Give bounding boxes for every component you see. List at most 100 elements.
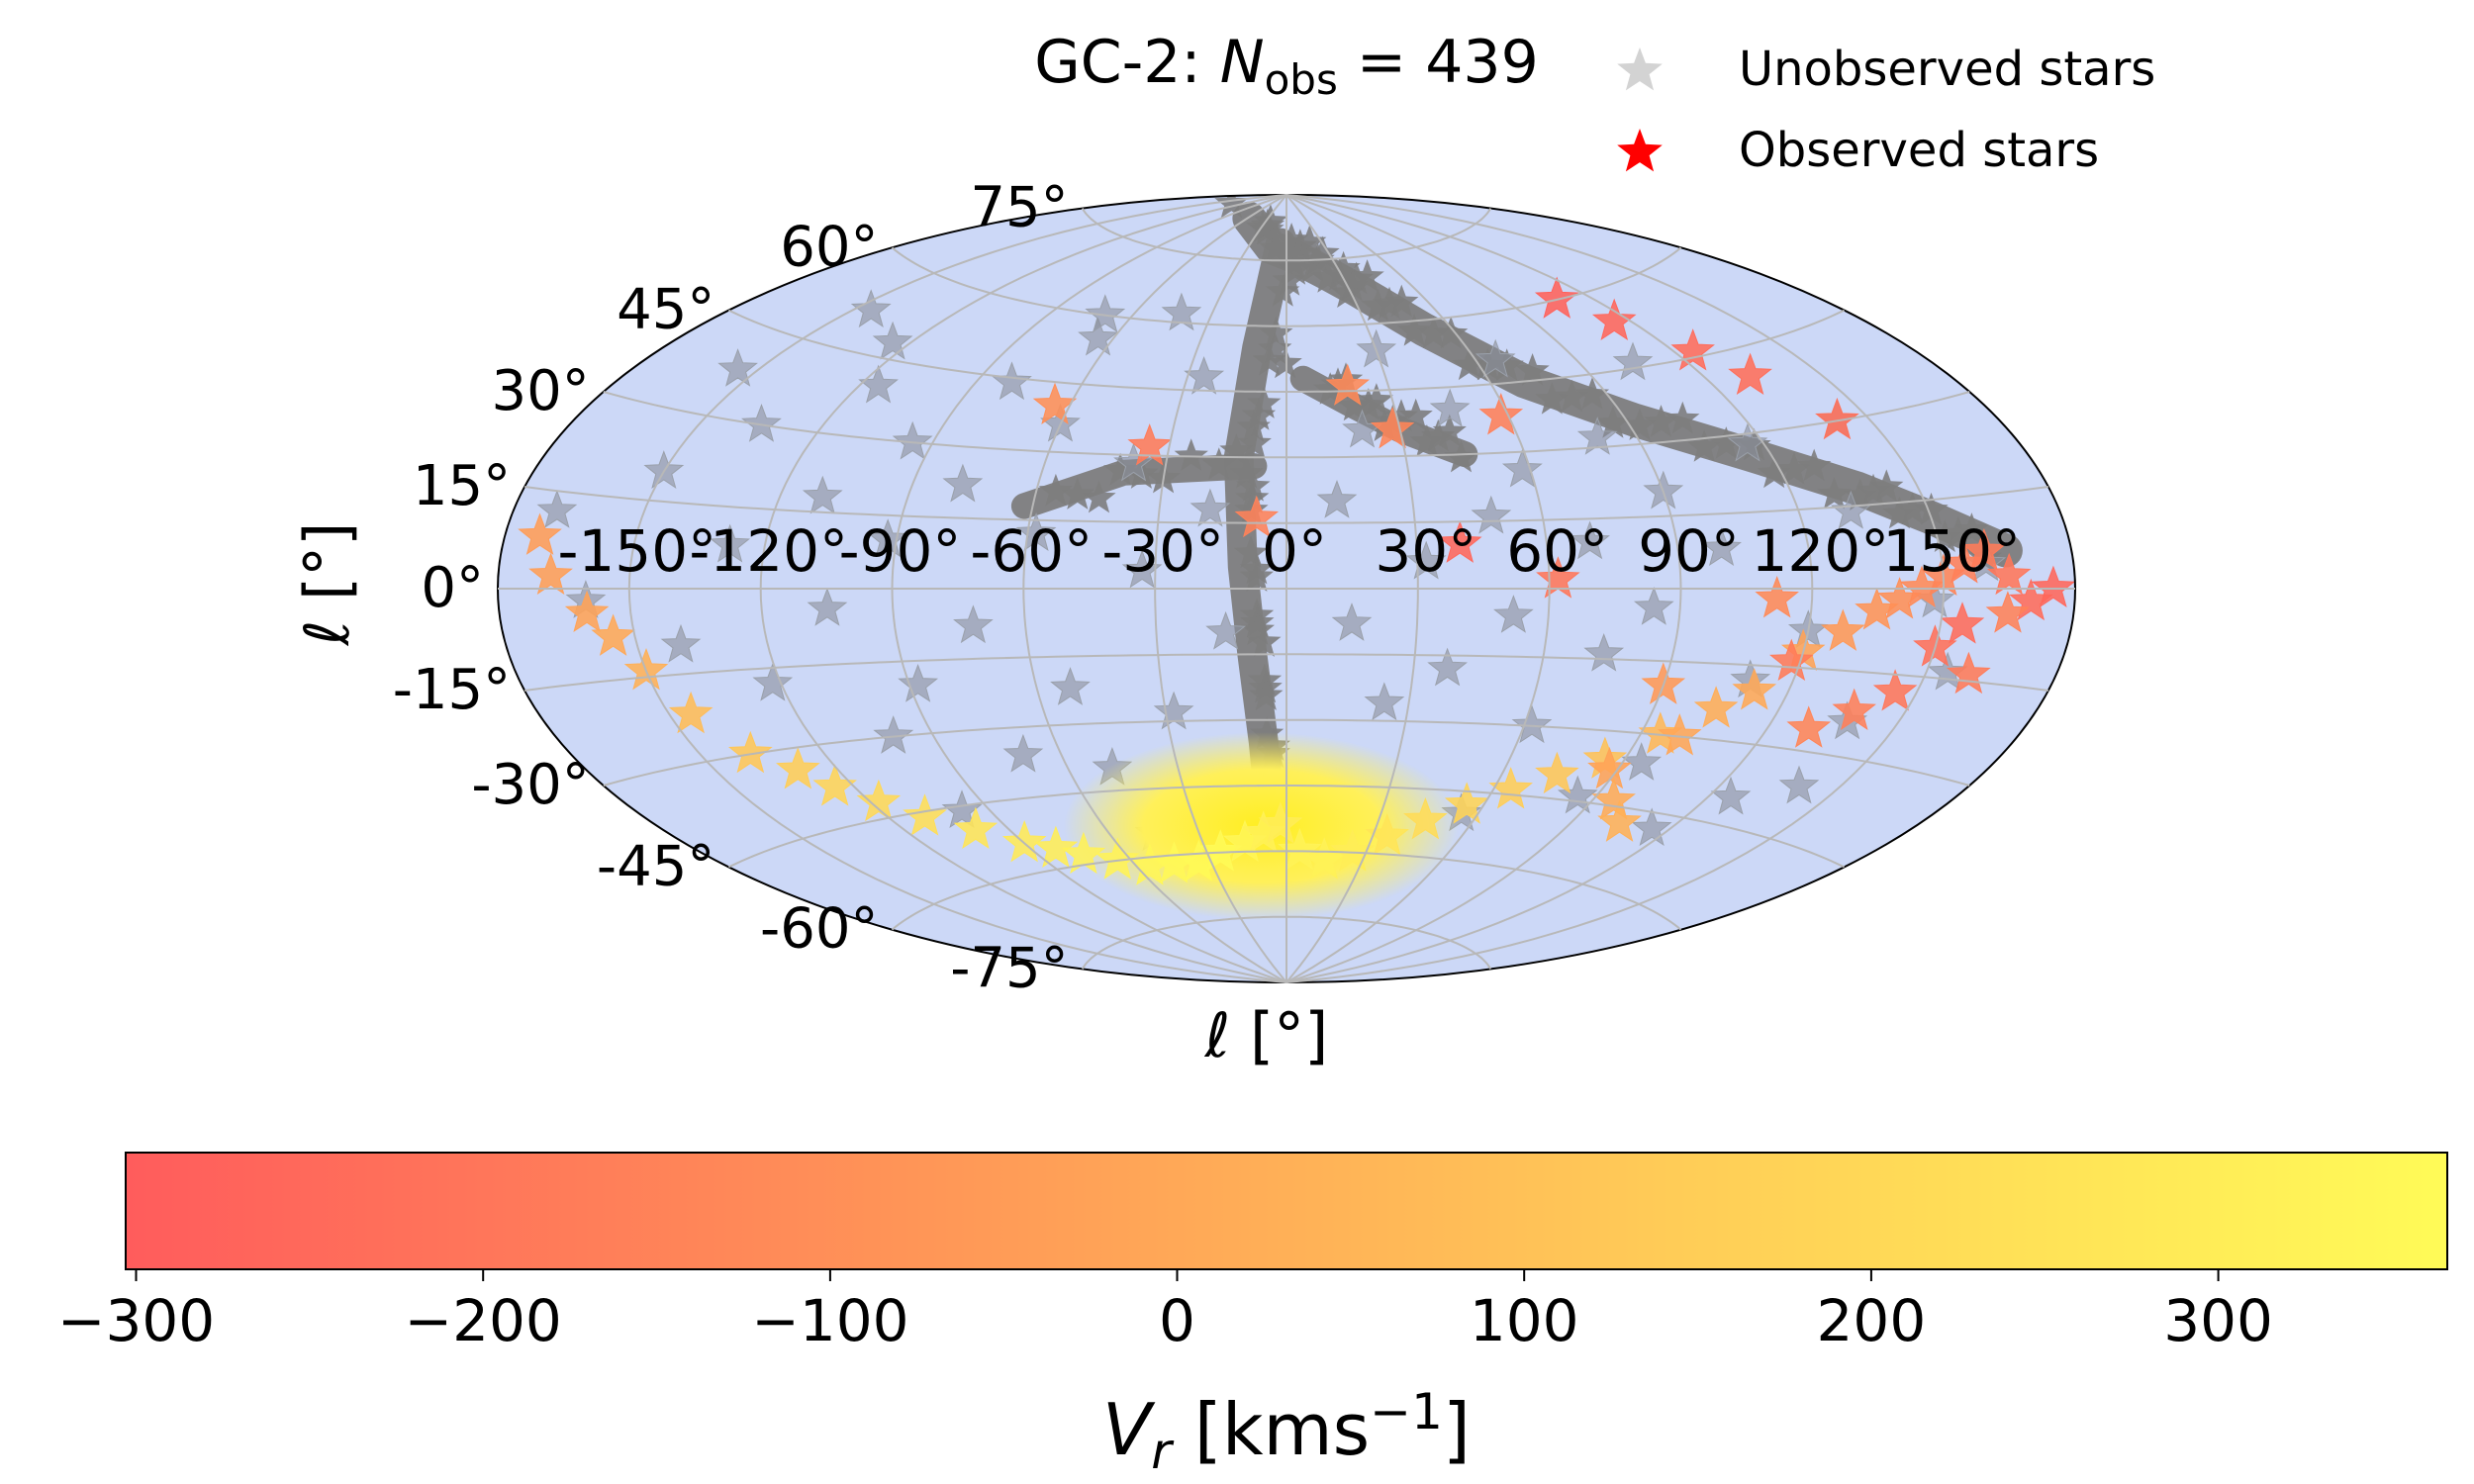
title-var: N — [1220, 28, 1265, 97]
colorbar-label-close: ] — [1443, 1388, 1471, 1471]
stream-star — [1384, 284, 1419, 318]
unobserved-star — [1701, 527, 1742, 567]
stream-star — [1237, 425, 1272, 459]
stream-star — [1644, 405, 1678, 437]
longitude-ticks: -150°-120°-90° -60° -30° 0° 30° 60° 90° 120°150… — [557, 517, 2021, 585]
observed-star — [1815, 397, 1859, 440]
observed-star — [1478, 393, 1524, 435]
xtick-label: 30° — [1375, 517, 1476, 585]
stream-star — [1535, 382, 1570, 415]
unobserved-star — [1427, 647, 1468, 687]
unobserved-star — [1189, 488, 1231, 527]
unobserved-star — [1501, 448, 1543, 488]
legend-star-observed — [1617, 129, 1663, 172]
observed-star — [518, 512, 562, 555]
parallel-line — [524, 486, 2048, 524]
stream-star — [1240, 612, 1275, 645]
observed-star — [1693, 686, 1739, 728]
ytick-label: -15° — [393, 658, 511, 722]
graticule-grid — [498, 194, 2075, 983]
stream-star — [1757, 455, 1791, 489]
stream-star — [1574, 377, 1610, 410]
title-sub: obs — [1265, 55, 1338, 104]
observed-star — [728, 730, 773, 774]
latitude-ticks: 75° 60° 45° 30° 15° 0° -15° -30°-45° -60° -75° — [393, 176, 1069, 1001]
title-rest: = 439 — [1338, 28, 1539, 97]
observed-star — [953, 806, 999, 849]
colorbar-label: Vr [kms−1] — [1102, 1383, 1471, 1480]
stream-star — [1259, 316, 1293, 349]
stream-star — [1060, 477, 1094, 510]
unobserved-star — [1727, 422, 1768, 462]
observed-star — [1832, 688, 1876, 730]
unobserved-star — [1471, 495, 1512, 534]
colorbar-label-sub: r — [1151, 1423, 1175, 1480]
ytick-label: -60° — [760, 897, 878, 962]
star-layer — [518, 195, 2075, 921]
stream-star — [1272, 263, 1306, 296]
stream-star — [1278, 252, 1312, 285]
observed-star — [591, 613, 635, 656]
observed-star — [1438, 520, 1482, 563]
unobserved-star — [1511, 704, 1553, 744]
unobserved-star — [752, 662, 794, 701]
unobserved-star — [872, 321, 913, 360]
legend-label-unobserved: Unobserved stars — [1739, 42, 2155, 97]
observed-star — [1769, 638, 1814, 682]
legend: Unobserved stars Observed stars — [1617, 42, 2155, 178]
parallel-line — [603, 718, 1970, 787]
xtick-label: 120° — [1751, 517, 1889, 585]
unobserved-star — [873, 715, 914, 754]
legend-marker-unobserved — [1617, 47, 1663, 91]
unobserved-star — [898, 663, 939, 702]
observed-star — [2031, 565, 2075, 607]
stream-star — [1236, 410, 1271, 442]
stream-star — [1253, 204, 1288, 236]
stream-star — [1797, 448, 1832, 482]
stream-star — [1954, 512, 1989, 545]
unobserved-star — [802, 475, 843, 514]
parallel-line — [1081, 915, 1492, 970]
ytick-label: -45° — [597, 834, 714, 898]
stream-star — [1409, 424, 1444, 457]
stream-star — [1398, 398, 1433, 431]
stream-star — [1266, 274, 1300, 307]
stream-star — [1239, 559, 1274, 592]
observed-star — [1657, 713, 1702, 756]
unobserved-star — [717, 348, 758, 387]
colorbar-tick-label: 100 — [1470, 1287, 1579, 1354]
stream-star — [1882, 496, 1917, 529]
observed-star — [1488, 767, 1533, 809]
unobserved-star — [1078, 317, 1118, 356]
colorbar-tick-label: 300 — [2163, 1287, 2273, 1354]
unobserved-star — [892, 420, 933, 460]
observed-star — [1032, 382, 1078, 424]
stream-star — [1219, 433, 1254, 466]
unobserved-star — [710, 523, 751, 563]
observed-star — [776, 747, 820, 789]
stream-star — [1247, 386, 1282, 418]
observed-star — [1095, 837, 1140, 880]
stream-star — [1869, 469, 1904, 502]
observed-star — [1786, 705, 1832, 748]
xtick-label: -30° — [1101, 517, 1224, 585]
stream-star — [1432, 414, 1467, 447]
observed-star — [564, 590, 610, 633]
stream-star — [1434, 316, 1469, 349]
observed-star — [1947, 651, 1991, 695]
stream-star — [1305, 235, 1340, 269]
ytick-label: -30° — [471, 753, 589, 817]
colorbar-gradient — [125, 1152, 2448, 1270]
xtick-label: -90° — [839, 517, 962, 585]
unobserved-star — [1405, 540, 1447, 580]
unobserved-star — [1429, 388, 1471, 427]
stream-star — [1928, 519, 1962, 552]
observed-star — [1591, 298, 1637, 341]
colorbar-label-var: V — [1102, 1388, 1156, 1471]
unobserved-star — [867, 518, 908, 558]
legend-marker-observed — [1617, 129, 1663, 172]
unobserved-star — [1002, 733, 1044, 773]
unobserved-star — [1570, 520, 1610, 560]
xtick-label: 60° — [1506, 517, 1608, 585]
stream-star — [1313, 372, 1348, 405]
